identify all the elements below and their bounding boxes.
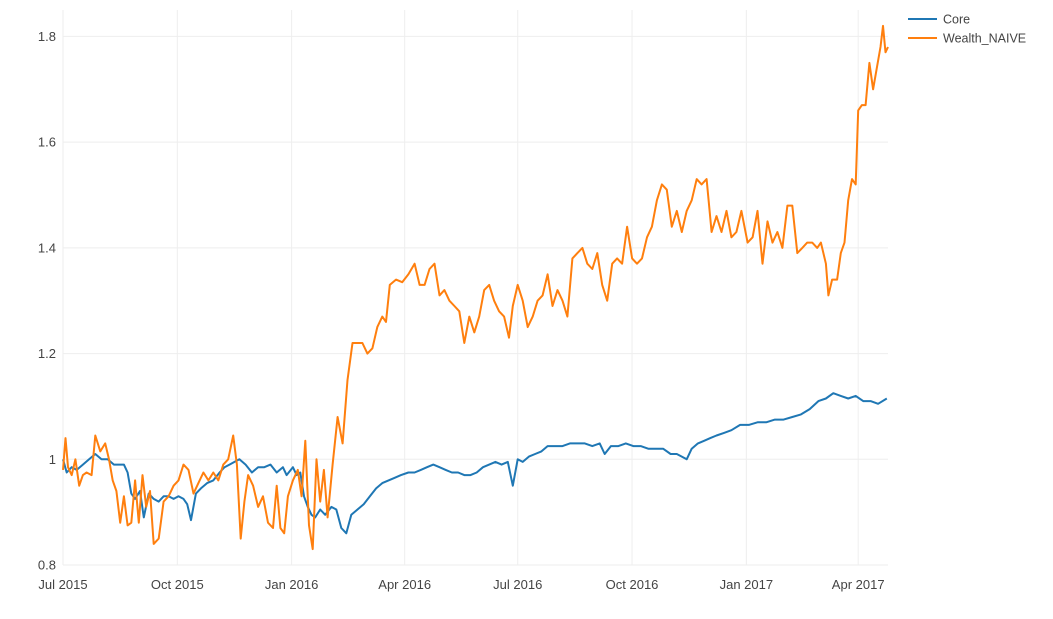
y-tick-label: 1 xyxy=(49,452,56,467)
y-axis: 0.8 1 1.2 1.4 1.6 1.8 xyxy=(38,29,56,573)
x-tick-label: Jan 2016 xyxy=(265,577,319,592)
legend: Core Wealth_NAIVE xyxy=(908,13,1026,46)
x-tick-label: Apr 2017 xyxy=(832,577,885,592)
x-axis: Jul 2015 Oct 2015 Jan 2016 Apr 2016 Jul 2016… xyxy=(38,577,884,592)
series-line-wealth-naive xyxy=(62,24,889,551)
series-line-core xyxy=(62,392,888,535)
x-tick-label: Jul 2015 xyxy=(38,577,87,592)
y-tick-label: 1.8 xyxy=(38,29,56,44)
x-tick-label: Oct 2016 xyxy=(606,577,659,592)
x-tick-label: Oct 2015 xyxy=(151,577,204,592)
legend-label: Core xyxy=(943,13,970,27)
series-lines xyxy=(62,24,889,551)
y-tick-label: 1.4 xyxy=(38,240,56,255)
legend-label: Wealth_NAIVE xyxy=(943,32,1026,46)
x-tick-label: Jul 2016 xyxy=(493,577,542,592)
y-tick-label: 0.8 xyxy=(38,558,56,573)
grid xyxy=(62,10,888,566)
y-tick-label: 1.6 xyxy=(38,135,56,150)
x-tick-label: Jan 2017 xyxy=(720,577,774,592)
y-tick-label: 1.2 xyxy=(38,346,56,361)
x-tick-label: Apr 2016 xyxy=(378,577,431,592)
